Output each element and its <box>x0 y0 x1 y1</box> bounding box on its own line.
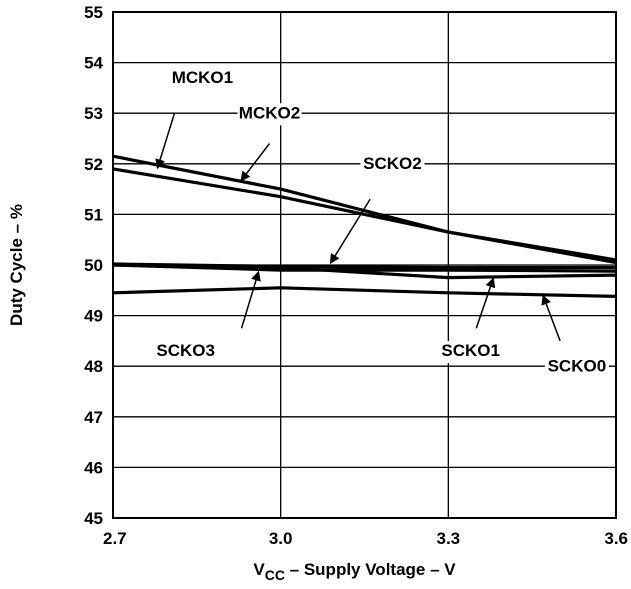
y-tick-label: 48 <box>84 357 103 376</box>
series-label-background <box>544 356 609 379</box>
y-axis-ticks: 45 46 47 48 49 50 51 52 53 54 55 <box>84 3 103 528</box>
series-label-background <box>438 341 503 364</box>
x-axis-title-rest: – Supply Voltage – V <box>285 560 456 579</box>
y-tick-label: 55 <box>84 3 103 22</box>
plot-frame <box>112 11 617 519</box>
x-axis-title: VCC – Supply Voltage – V <box>253 560 456 583</box>
x-tick-label: 3.6 <box>604 529 628 548</box>
series-label-mcko2: MCKO2 <box>239 103 300 122</box>
series-label-arrow <box>155 112 176 170</box>
series-label-background <box>360 153 425 176</box>
series-lines <box>112 154 617 298</box>
series-label-arrow <box>329 198 371 265</box>
series-label-scko3: SCKO3 <box>156 341 215 360</box>
y-axis-title: Duty Cycle – % <box>7 204 26 326</box>
x-axis-ticks: 2.7 3.0 3.3 3.6 <box>103 529 628 548</box>
series-label-background <box>170 67 235 90</box>
y-tick-label: 53 <box>84 104 103 123</box>
x-tick-label: 3.3 <box>437 529 461 548</box>
series-line-scko1 <box>112 263 617 280</box>
y-tick-label: 47 <box>84 408 103 427</box>
y-tick-label: 46 <box>84 458 103 477</box>
y-tick-label: 45 <box>84 509 103 528</box>
series-label-arrow <box>475 277 496 329</box>
series-label-mcko1: MCKO1 <box>172 68 233 87</box>
x-tick-label: 3.0 <box>269 529 293 548</box>
series-label-arrow <box>240 143 271 182</box>
series-label-scko2: SCKO2 <box>363 154 422 173</box>
y-tick-label: 50 <box>84 256 103 275</box>
series-label-arrow <box>240 270 261 329</box>
series-label-arrow <box>541 294 561 342</box>
series-line-scko0 <box>112 286 617 298</box>
x-tick-label: 2.7 <box>103 529 127 548</box>
series-annotations: MCKO1 MCKO2 SCKO2 SCKO3 SCKO1 SCKO0 <box>153 67 609 379</box>
y-tick-label: 51 <box>84 205 103 224</box>
y-tick-label: 54 <box>84 54 103 73</box>
series-label-background <box>153 341 218 364</box>
series-line-mcko2 <box>112 167 617 265</box>
x-axis-title-subscript: CC <box>265 567 285 583</box>
x-axis-title-main: V <box>253 560 265 579</box>
y-tick-label: 52 <box>84 155 103 174</box>
y-tick-label: 49 <box>84 307 103 326</box>
series-label-scko0: SCKO0 <box>548 356 607 375</box>
series-label-scko1: SCKO1 <box>441 341 500 360</box>
series-label-background <box>237 103 302 126</box>
